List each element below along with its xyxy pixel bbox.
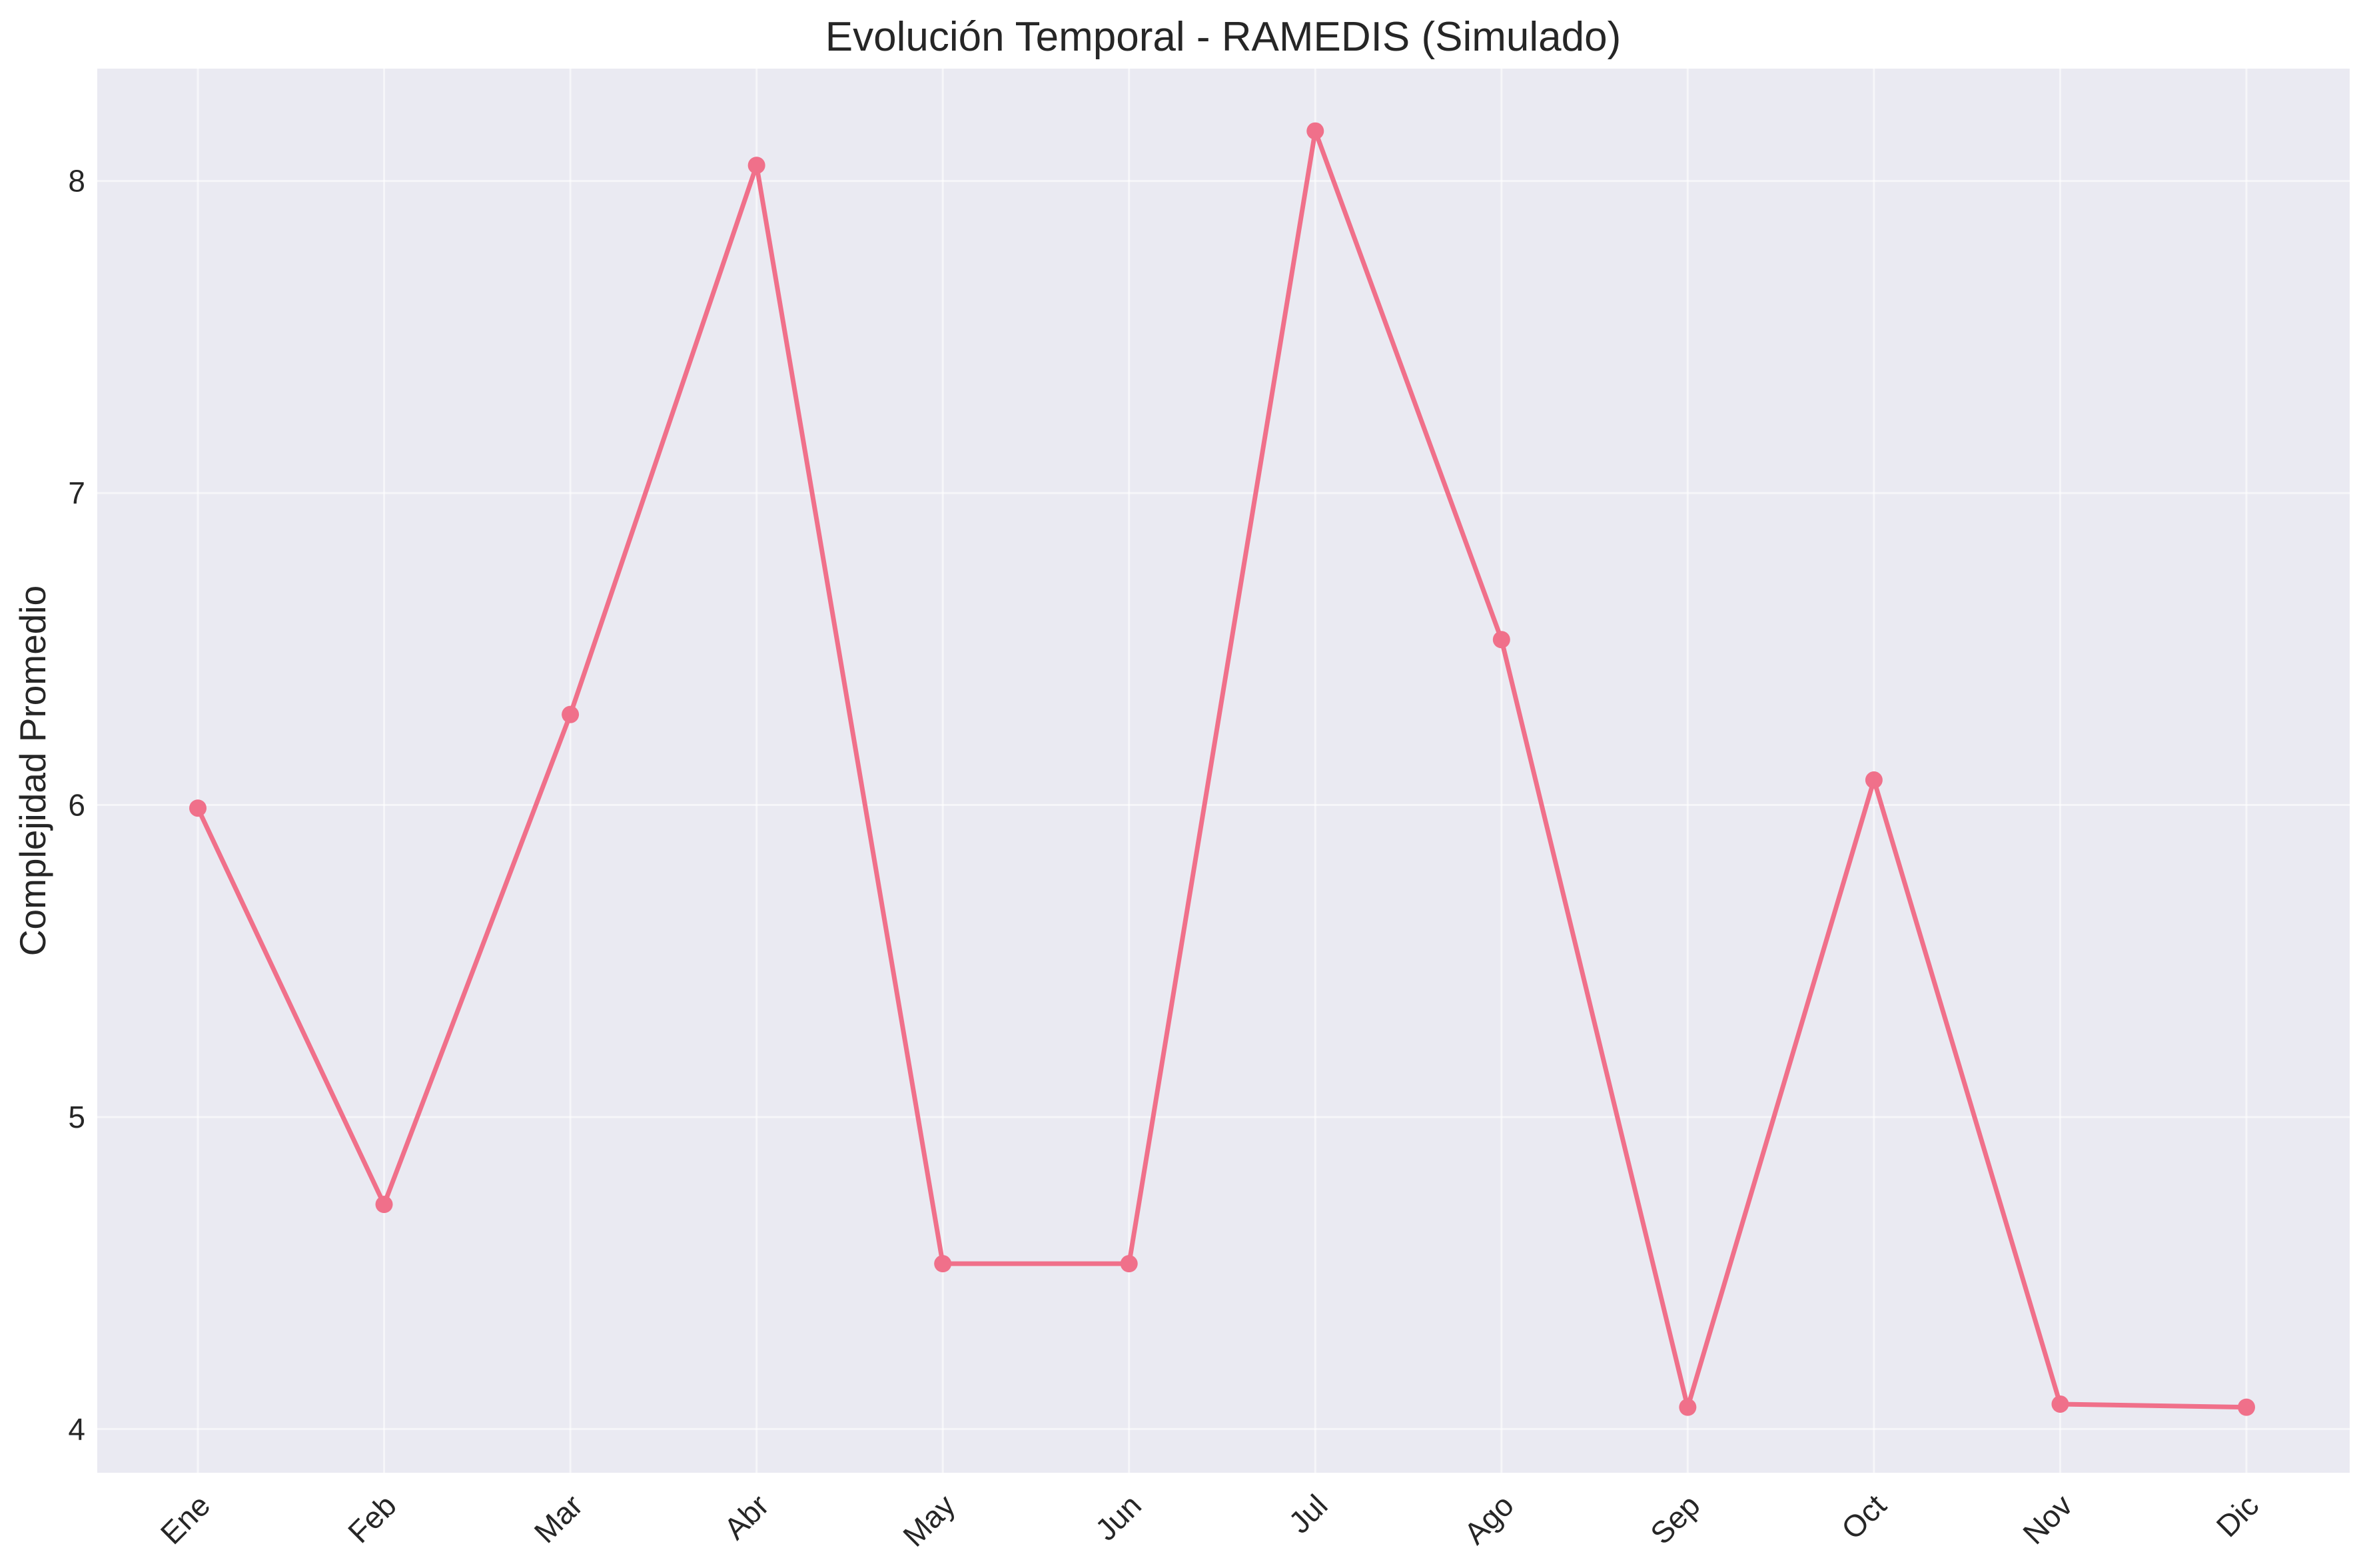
x-tick-label: Mar xyxy=(528,1488,590,1550)
x-tick-label: Ene xyxy=(154,1488,217,1551)
y-tick-label: 8 xyxy=(68,164,85,198)
data-point xyxy=(1306,122,1324,140)
data-point xyxy=(189,799,207,817)
series-line xyxy=(195,129,2249,1410)
chart-title: Evolución Temporal - RAMEDIS (Simulado) xyxy=(825,14,1622,60)
grid-lines xyxy=(97,69,2350,1473)
y-tick-label: 4 xyxy=(68,1411,85,1446)
data-point xyxy=(1679,1398,1697,1416)
x-tick-label: Nov xyxy=(2016,1488,2079,1551)
data-point xyxy=(1865,771,1883,789)
data-point xyxy=(2051,1395,2069,1413)
y-tick-label: 6 xyxy=(68,788,85,823)
x-tick-label: Abr xyxy=(717,1488,775,1546)
x-tick-label: Oct xyxy=(1835,1487,1893,1546)
plot-area xyxy=(97,69,2350,1473)
x-tick-label: Dic xyxy=(2210,1488,2266,1544)
x-tick-label: Jun xyxy=(1089,1488,1148,1547)
y-axis-tick-labels: 4 5 6 7 8 xyxy=(68,164,85,1447)
data-point xyxy=(2238,1398,2255,1416)
x-tick-label: May xyxy=(896,1488,961,1553)
data-point xyxy=(1120,1255,1138,1273)
data-series xyxy=(189,122,2255,1416)
data-point xyxy=(747,157,765,175)
data-point xyxy=(562,705,580,723)
y-tick-label: 5 xyxy=(68,1100,85,1134)
data-point xyxy=(375,1196,393,1214)
y-axis-label: Complejidad Promedio xyxy=(12,586,53,956)
x-tick-label: Sep xyxy=(1644,1488,1707,1551)
x-tick-label: Jul xyxy=(1282,1488,1334,1540)
data-point xyxy=(1492,631,1510,649)
x-tick-label: Feb xyxy=(341,1488,403,1550)
data-point xyxy=(934,1255,952,1273)
x-tick-label: Ago xyxy=(1457,1488,1520,1551)
x-axis-tick-labels: Ene Feb Mar Abr May Jun Jul Ago Sep Oct Nov Dic xyxy=(154,1487,2266,1553)
y-tick-label: 7 xyxy=(68,476,85,510)
